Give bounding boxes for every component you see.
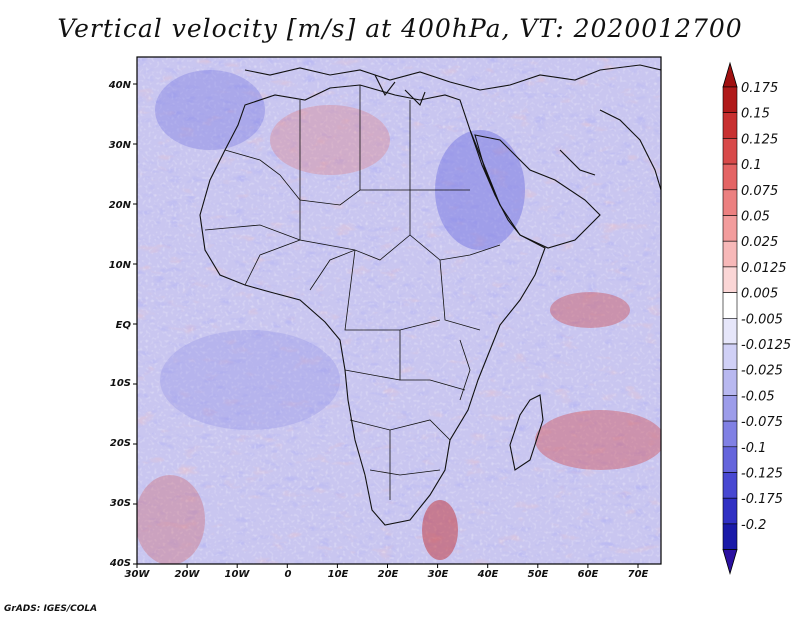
lon-label: 30W — [125, 569, 151, 580]
lon-label: 0 — [285, 569, 292, 580]
colorbar-label: -0.125 — [741, 467, 783, 482]
lat-label: 30S — [110, 498, 131, 509]
colorbar-segment — [722, 446, 738, 473]
country-borders — [204, 85, 501, 500]
colorbar-segment — [722, 138, 738, 165]
lon-label: 70E — [628, 569, 649, 580]
plot-frame — [136, 56, 662, 565]
colorbar-label: 0.005 — [741, 287, 778, 302]
lon-label: 10W — [225, 569, 251, 580]
chart-title: Vertical velocity [m/s] at 400hPa, VT: 2… — [57, 14, 743, 43]
colorbar-label: 0.075 — [741, 184, 778, 199]
colorbar-label: -0.005 — [741, 312, 783, 327]
lat-label: 20S — [110, 438, 131, 449]
colorbar-segment — [722, 317, 738, 345]
lon-label: 40E — [477, 569, 499, 580]
colorbar-segment — [722, 112, 738, 139]
latitude-ticks — [133, 83, 137, 565]
colorbar-segment — [722, 369, 738, 396]
colorbar-segment — [722, 163, 738, 191]
colorbar-segment — [722, 189, 738, 216]
lon-label: 30E — [428, 569, 449, 580]
colorbar-segment — [722, 523, 738, 550]
colorbar: 0.175 0.15 0.125 0.1 0.075 0.05 0.025 0.0125 0.0… — [722, 61, 791, 576]
colorbar-label: 0.175 — [741, 81, 778, 96]
lat-label: 10S — [110, 378, 131, 389]
colorbar-label: -0.025 — [741, 364, 783, 379]
colorbar-cap-bottom — [722, 549, 738, 576]
longitude-ticks — [136, 564, 639, 568]
lon-label: 50E — [528, 569, 549, 580]
latitude-axis: 40N 30N 20N 10N EQ 10S 20S 30S 40S — [108, 80, 132, 569]
colorbar-segment — [722, 395, 738, 422]
colorbar-segment — [722, 266, 738, 293]
colorbar-label: -0.2 — [741, 518, 766, 533]
colorbar-segment — [722, 343, 738, 371]
colorbar-segment — [722, 497, 738, 525]
colorbar-label: -0.175 — [741, 492, 783, 507]
colorbar-segment — [722, 240, 738, 268]
colorbar-segment — [722, 472, 738, 499]
credit-text: GrADS: IGES/COLA — [4, 604, 98, 614]
colorbar-label: 0.1 — [741, 158, 762, 173]
colorbar-label: -0.0125 — [741, 338, 791, 353]
lat-label: 30N — [109, 140, 132, 151]
colorbar-label: -0.05 — [741, 389, 775, 404]
colorbar-segment — [722, 86, 738, 114]
colorbar-label: 0.05 — [741, 210, 770, 225]
lat-label: EQ — [116, 320, 132, 331]
lat-label: 20N — [109, 200, 132, 211]
colorbar-segment — [722, 215, 738, 242]
colorbar-segment — [722, 420, 738, 448]
velocity-field — [137, 57, 661, 564]
lat-label: 10N — [109, 260, 132, 271]
lat-label: 40N — [108, 80, 132, 91]
lat-label: 40S — [109, 558, 131, 569]
colorbar-label: 0.0125 — [741, 261, 787, 276]
colorbar-label: 0.125 — [741, 132, 778, 147]
colorbar-label: 0.15 — [741, 107, 770, 122]
longitude-axis: 30W 20W 10W 0 10E 20E 30E 40E 50E 60E 70… — [125, 569, 649, 580]
colorbar-label: 0.025 — [741, 235, 778, 250]
colorbar-segment — [722, 292, 738, 319]
colorbar-label: -0.075 — [741, 415, 783, 430]
lon-label: 10E — [328, 569, 349, 580]
lon-label: 20W — [175, 569, 201, 580]
lon-label: 20E — [378, 569, 399, 580]
lon-label: 60E — [578, 569, 599, 580]
colorbar-label: -0.1 — [741, 441, 766, 456]
colorbar-cap-top — [722, 61, 738, 88]
